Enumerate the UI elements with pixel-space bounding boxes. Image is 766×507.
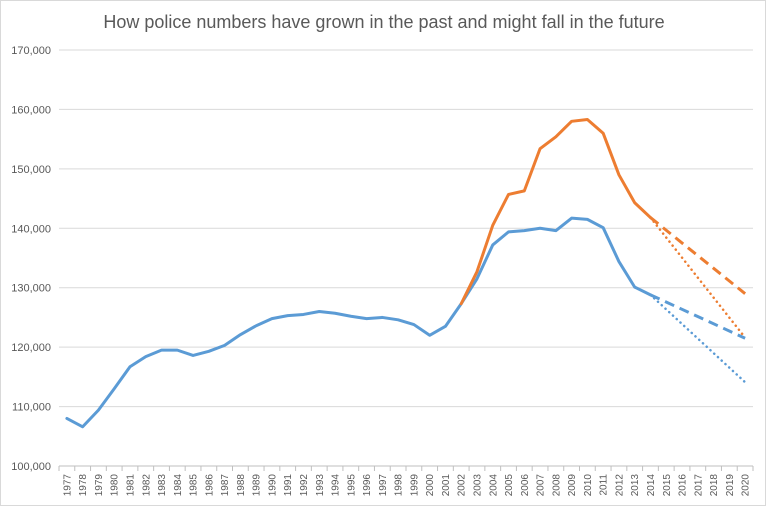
x-tick-label: 1980 [110, 474, 121, 497]
x-tick-label: 2007 [536, 474, 547, 497]
x-tick-label: 1997 [378, 474, 389, 497]
x-tick-label: 1978 [78, 474, 89, 497]
x-tick-label: 2020 [741, 474, 752, 497]
y-tick-label: 130,000 [11, 283, 51, 295]
x-tick-label: 1989 [252, 474, 263, 497]
x-tick-label: 2008 [551, 474, 562, 497]
x-tick-label: 2002 [457, 474, 468, 497]
y-tick-label: 110,000 [12, 402, 51, 414]
series-line-5-dashed [649, 216, 747, 295]
x-tick-label: 2006 [520, 474, 531, 497]
x-tick-label: 2001 [441, 474, 452, 497]
x-tick-label: 1988 [236, 474, 247, 497]
series-line-2-solid [459, 118, 652, 306]
x-tick-label: 1996 [362, 474, 373, 497]
x-tick-label: 2005 [504, 474, 515, 497]
y-tick-label: 160,000 [11, 104, 51, 116]
x-tick-label: 1994 [331, 474, 342, 497]
x-tick-label: 2010 [583, 474, 594, 497]
x-tick-label: 1982 [141, 474, 152, 497]
x-tick-label: 1977 [62, 474, 73, 497]
x-tick-label: 2019 [725, 474, 736, 497]
x-tick-label: 1995 [346, 474, 357, 497]
y-tick-label: 120,000 [11, 342, 51, 354]
x-tick-label: 2016 [678, 474, 689, 497]
x-tick-label: 2014 [646, 474, 657, 497]
x-tick-label: 2000 [425, 474, 436, 497]
x-tick-label: 1991 [283, 474, 294, 497]
x-tick-label: 2013 [630, 474, 641, 497]
x-tick-label: 2015 [662, 474, 673, 497]
x-tick-label: 1998 [394, 474, 405, 497]
series-line-6-dotted [649, 216, 747, 339]
x-tick-label: 2011 [599, 474, 610, 496]
x-tick-label: 1990 [267, 474, 278, 497]
series-line-1-solid [65, 216, 652, 429]
y-tick-label: 100,000 [11, 461, 51, 473]
x-tick-label: 2012 [614, 474, 625, 497]
x-tick-label: 1984 [173, 474, 184, 497]
x-tick-label: 2003 [472, 474, 483, 497]
x-tick-label: 1979 [94, 474, 105, 497]
x-tick-label: 2009 [567, 474, 578, 497]
series-line-4-dotted [649, 293, 747, 384]
x-tick-label: 1986 [204, 474, 215, 497]
x-axis-tick-labels: 1977 1978 1979 1980 1981 1982 1983 1984 1985 1986… [62, 474, 751, 497]
x-tick-label: 2018 [709, 474, 720, 497]
x-tick-label: 1999 [409, 474, 420, 497]
chart-title: How police numbers have grown in the pas… [103, 12, 664, 32]
gridlines [59, 49, 753, 408]
y-tick-label: 170,000 [11, 45, 51, 57]
y-tick-label: 140,000 [11, 223, 51, 235]
x-tick-label: 1981 [125, 474, 136, 497]
axes [58, 465, 754, 471]
x-tick-label: 1983 [157, 474, 168, 497]
x-tick-label: 2004 [488, 474, 499, 497]
x-tick-label: 1992 [299, 474, 310, 497]
y-tick-label: 150,000 [11, 164, 51, 176]
x-tick-label: 2017 [693, 474, 704, 497]
x-tick-label: 1987 [220, 474, 231, 497]
y-axis-tick-labels: 100,000 110,000 120,000 130,000 140,000 150,0… [11, 45, 51, 473]
series-line-3-dashed [649, 293, 746, 340]
x-tick-label: 1993 [315, 474, 326, 497]
x-tick-label: 1985 [189, 474, 200, 497]
series-lines [65, 118, 747, 429]
